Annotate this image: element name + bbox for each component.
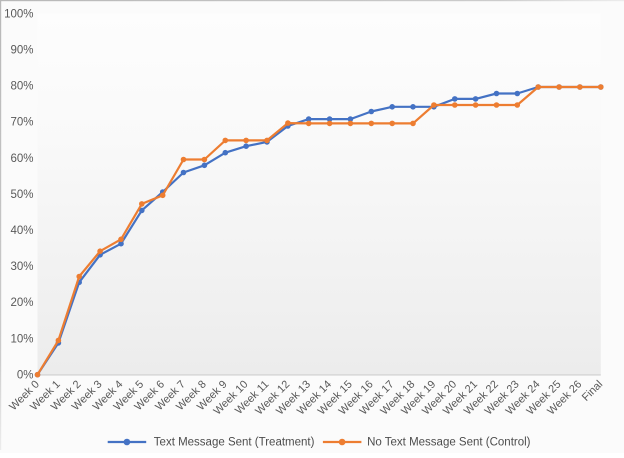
- svg-text:No Text Message Sent (Control): No Text Message Sent (Control): [367, 437, 531, 449]
- svg-text:0%: 0%: [17, 369, 34, 381]
- svg-text:40%: 40%: [10, 225, 33, 237]
- svg-text:Text Message Sent (Treatment): Text Message Sent (Treatment): [154, 437, 315, 449]
- svg-text:30%: 30%: [10, 261, 33, 273]
- svg-text:10%: 10%: [10, 333, 33, 345]
- svg-text:60%: 60%: [10, 153, 33, 165]
- svg-text:20%: 20%: [10, 297, 33, 309]
- svg-text:70%: 70%: [10, 117, 33, 129]
- svg-text:90%: 90%: [10, 45, 33, 57]
- svg-text:50%: 50%: [10, 189, 33, 201]
- svg-text:100%: 100%: [4, 8, 33, 20]
- svg-text:80%: 80%: [10, 81, 33, 93]
